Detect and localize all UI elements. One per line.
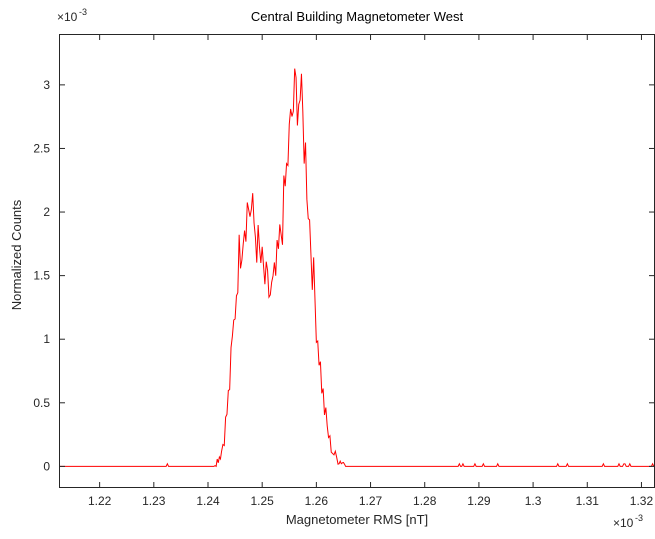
y-tick-label: 1.5 (33, 269, 50, 283)
svg-text:-3: -3 (635, 513, 643, 523)
y-tick-label: 2 (43, 205, 50, 219)
y-tick-label: 0.5 (33, 396, 50, 410)
y-exponent-label: ×10 -3 (57, 7, 87, 24)
plot-area (59, 34, 655, 488)
x-axis: 1.22 1.23 1.24 1.25 1.26 1.27 1.28 1.29 1.3 1.31 1… (88, 34, 653, 508)
series-line-0 (59, 68, 655, 468)
x-tick-label: 1.25 (251, 494, 275, 508)
axes-background (59, 34, 655, 488)
x-tick-label: 1.32 (630, 494, 654, 508)
y-axis-label: Normalized Counts (9, 199, 24, 310)
x-tick-label: 1.26 (305, 494, 329, 508)
x-tick-label: 1.29 (467, 494, 491, 508)
y-tick-label: 2.5 (33, 141, 50, 155)
y-tick-label: 0 (43, 459, 50, 473)
x-tick-label: 1.3 (525, 494, 542, 508)
x-tick-label: 1.22 (88, 494, 112, 508)
x-tick-label: 1.23 (142, 494, 166, 508)
svg-text:-3: -3 (79, 7, 87, 17)
x-tick-label: 1.31 (576, 494, 600, 508)
x-tick-label: 1.24 (196, 494, 220, 508)
y-tick-label: 3 (43, 78, 50, 92)
svg-text:×10: ×10 (57, 10, 78, 24)
chart-title: Central Building Magnetometer West (251, 9, 464, 24)
x-axis-label: Magnetometer RMS [nT] (286, 512, 428, 527)
x-tick-label: 1.27 (359, 494, 383, 508)
x-exponent-label: ×10 -3 (613, 513, 643, 530)
y-axis: 0 0.5 1 1.5 2 2.5 3 (33, 78, 655, 473)
y-tick-label: 1 (43, 332, 50, 346)
x-tick-label: 1.28 (413, 494, 437, 508)
svg-text:×10: ×10 (613, 516, 634, 530)
